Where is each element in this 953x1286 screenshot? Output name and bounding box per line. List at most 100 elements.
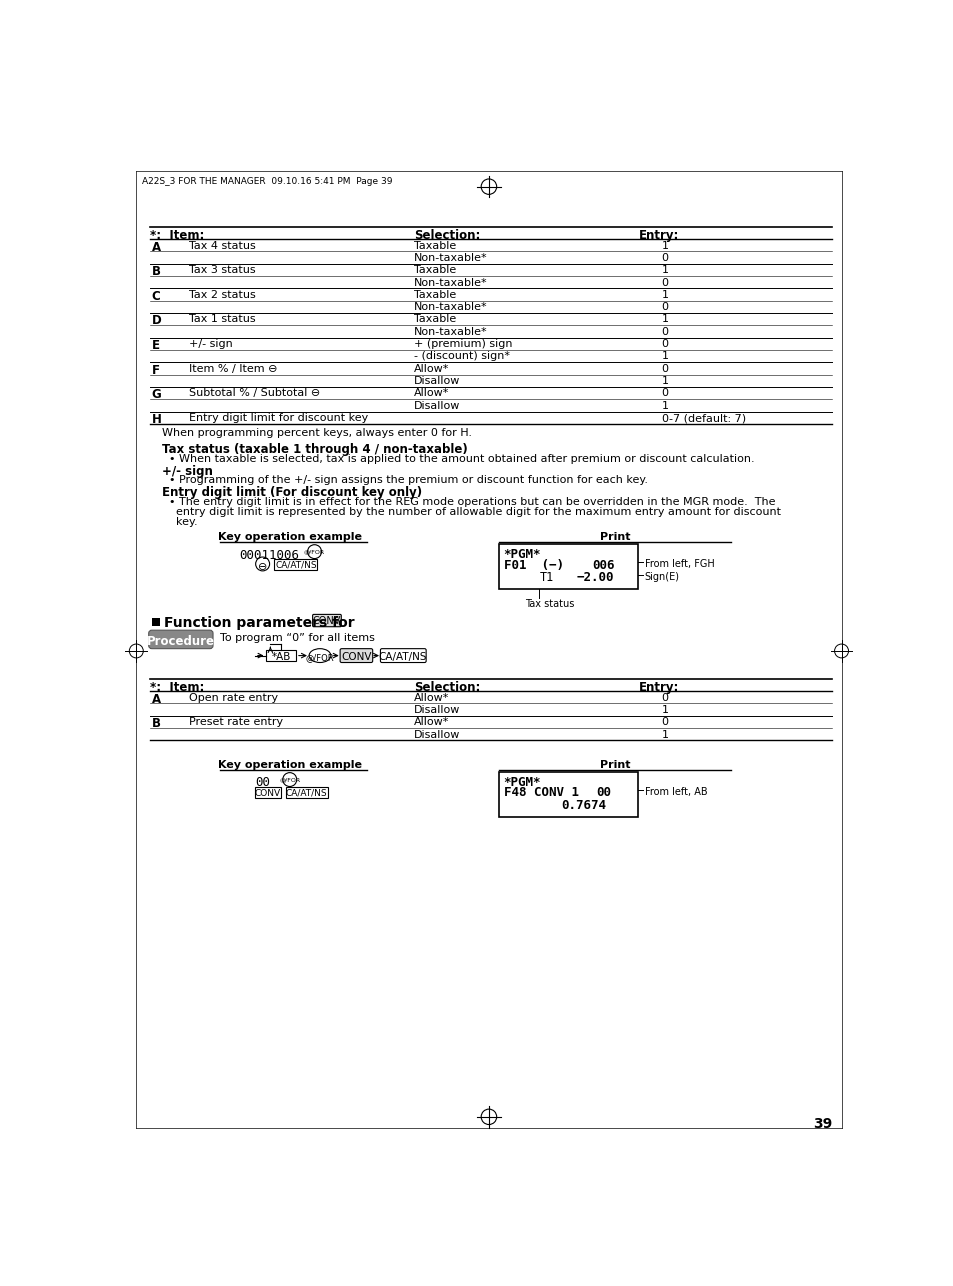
Bar — [266, 651, 295, 661]
Text: - (discount) sign*: - (discount) sign* — [414, 351, 509, 361]
Text: From left, AB: From left, AB — [644, 787, 706, 797]
Text: To program “0” for all items: To program “0” for all items — [220, 633, 375, 643]
Text: Selection:: Selection: — [414, 682, 479, 694]
Text: Entry:: Entry: — [638, 682, 679, 694]
Text: 1: 1 — [661, 376, 668, 386]
Text: Non-taxable*: Non-taxable* — [414, 253, 487, 262]
Text: +/- sign: +/- sign — [189, 340, 233, 349]
Text: • Programming of the +/- sign assigns the premium or discount function for each : • Programming of the +/- sign assigns th… — [162, 476, 647, 485]
Text: H: H — [152, 413, 161, 426]
Text: Key operation example: Key operation example — [217, 760, 361, 769]
Text: Disallow: Disallow — [414, 376, 459, 386]
Text: CONV: CONV — [341, 652, 372, 662]
Text: D: D — [152, 315, 161, 328]
Text: @/FOR: @/FOR — [279, 777, 300, 782]
Text: Allow*: Allow* — [414, 364, 449, 374]
Text: Tax status: Tax status — [525, 599, 574, 610]
Text: CA/AT/NS: CA/AT/NS — [274, 561, 316, 570]
Text: Taxable: Taxable — [414, 240, 456, 251]
Text: *:  Item:: *: Item: — [150, 229, 204, 242]
Text: CONV: CONV — [254, 788, 281, 797]
Text: Non-taxable*: Non-taxable* — [414, 278, 487, 288]
Text: Disallow: Disallow — [414, 729, 459, 739]
Text: Procedure: Procedure — [147, 635, 214, 648]
Text: 0-7 (default: 7): 0-7 (default: 7) — [661, 413, 745, 423]
Text: Tax 1 status: Tax 1 status — [189, 315, 255, 324]
Text: Subtotal % / Subtotal ⊖: Subtotal % / Subtotal ⊖ — [189, 388, 320, 399]
Text: CONV: CONV — [313, 616, 341, 625]
Text: T1: T1 — [538, 571, 553, 584]
Text: Allow*: Allow* — [414, 693, 449, 702]
Text: 0: 0 — [661, 327, 668, 337]
Text: Entry:: Entry: — [638, 229, 679, 242]
Text: *PGM*: *PGM* — [503, 775, 540, 788]
Text: Taxable: Taxable — [414, 289, 456, 300]
Text: CA/AT/NS: CA/AT/NS — [378, 652, 427, 662]
FancyBboxPatch shape — [340, 648, 373, 662]
Text: Tax 4 status: Tax 4 status — [189, 240, 255, 251]
Text: B: B — [152, 718, 161, 730]
Text: Taxable: Taxable — [414, 315, 456, 324]
Text: 1: 1 — [661, 729, 668, 739]
Text: Disallow: Disallow — [414, 401, 459, 410]
Text: Open rate entry: Open rate entry — [189, 693, 278, 702]
Text: 00: 00 — [596, 787, 611, 800]
Text: A: A — [152, 693, 161, 706]
Text: CA/AT/NS: CA/AT/NS — [286, 788, 327, 797]
Bar — [498, 772, 638, 817]
Text: 00011006: 00011006 — [239, 549, 299, 562]
Text: 1: 1 — [661, 315, 668, 324]
Text: Item % / Item ⊖: Item % / Item ⊖ — [189, 364, 277, 374]
Text: +/- sign: +/- sign — [162, 464, 213, 477]
Text: A: A — [152, 240, 161, 253]
Text: *AB: *AB — [272, 652, 291, 662]
Text: 1: 1 — [661, 289, 668, 300]
Text: Function parameters for: Function parameters for — [164, 616, 355, 630]
FancyBboxPatch shape — [313, 615, 341, 626]
Text: • When taxable is selected, tax is applied to the amount obtained after premium : • When taxable is selected, tax is appli… — [162, 454, 754, 464]
Text: F: F — [152, 364, 160, 377]
Text: key.: key. — [162, 517, 197, 527]
Text: 0: 0 — [661, 278, 668, 288]
Text: Print: Print — [599, 760, 630, 769]
Text: entry digit limit is represented by the number of allowable digit for the maximu: entry digit limit is represented by the … — [162, 507, 781, 517]
Text: −2.00: −2.00 — [576, 571, 614, 584]
Text: F01  (−): F01 (−) — [503, 558, 563, 571]
Text: 0: 0 — [661, 302, 668, 312]
Text: 0: 0 — [661, 388, 668, 399]
Text: Print: Print — [599, 531, 630, 541]
Text: From left, FGH: From left, FGH — [644, 559, 714, 570]
Text: 0.7674: 0.7674 — [560, 799, 605, 811]
Bar — [286, 787, 328, 799]
Text: *PGM*: *PGM* — [503, 548, 540, 561]
Bar — [498, 544, 638, 589]
Text: 1: 1 — [661, 705, 668, 715]
Text: 0: 0 — [661, 693, 668, 702]
Text: 1: 1 — [661, 265, 668, 275]
Text: When programming percent keys, always enter 0 for H.: When programming percent keys, always en… — [162, 428, 472, 437]
Text: Disallow: Disallow — [414, 705, 459, 715]
Text: Tax 2 status: Tax 2 status — [189, 289, 255, 300]
Text: 1: 1 — [661, 351, 668, 361]
Text: + (premium) sign: + (premium) sign — [414, 340, 512, 349]
Text: Allow*: Allow* — [414, 718, 449, 727]
Bar — [274, 559, 316, 570]
Text: Entry digit limit (For discount key only): Entry digit limit (For discount key only… — [162, 486, 421, 499]
Text: 00: 00 — [254, 777, 270, 790]
Text: F48 CONV 1: F48 CONV 1 — [503, 787, 578, 800]
Text: *:  Item:: *: Item: — [150, 682, 204, 694]
Text: G: G — [152, 388, 161, 401]
Text: Sign(E): Sign(E) — [644, 572, 679, 581]
Text: Key operation example: Key operation example — [217, 531, 361, 541]
Text: Tax 3 status: Tax 3 status — [189, 265, 255, 275]
Text: 1: 1 — [661, 401, 668, 410]
Text: C: C — [152, 289, 160, 302]
FancyBboxPatch shape — [380, 648, 426, 662]
Text: • The entry digit limit is in effect for the REG mode operations but can be over: • The entry digit limit is in effect for… — [162, 496, 775, 507]
Text: Taxable: Taxable — [414, 265, 456, 275]
Bar — [152, 617, 159, 625]
Text: @/FOR: @/FOR — [305, 653, 334, 662]
Text: Non-taxable*: Non-taxable* — [414, 302, 487, 312]
Text: Selection:: Selection: — [414, 229, 479, 242]
Text: 1: 1 — [661, 240, 668, 251]
